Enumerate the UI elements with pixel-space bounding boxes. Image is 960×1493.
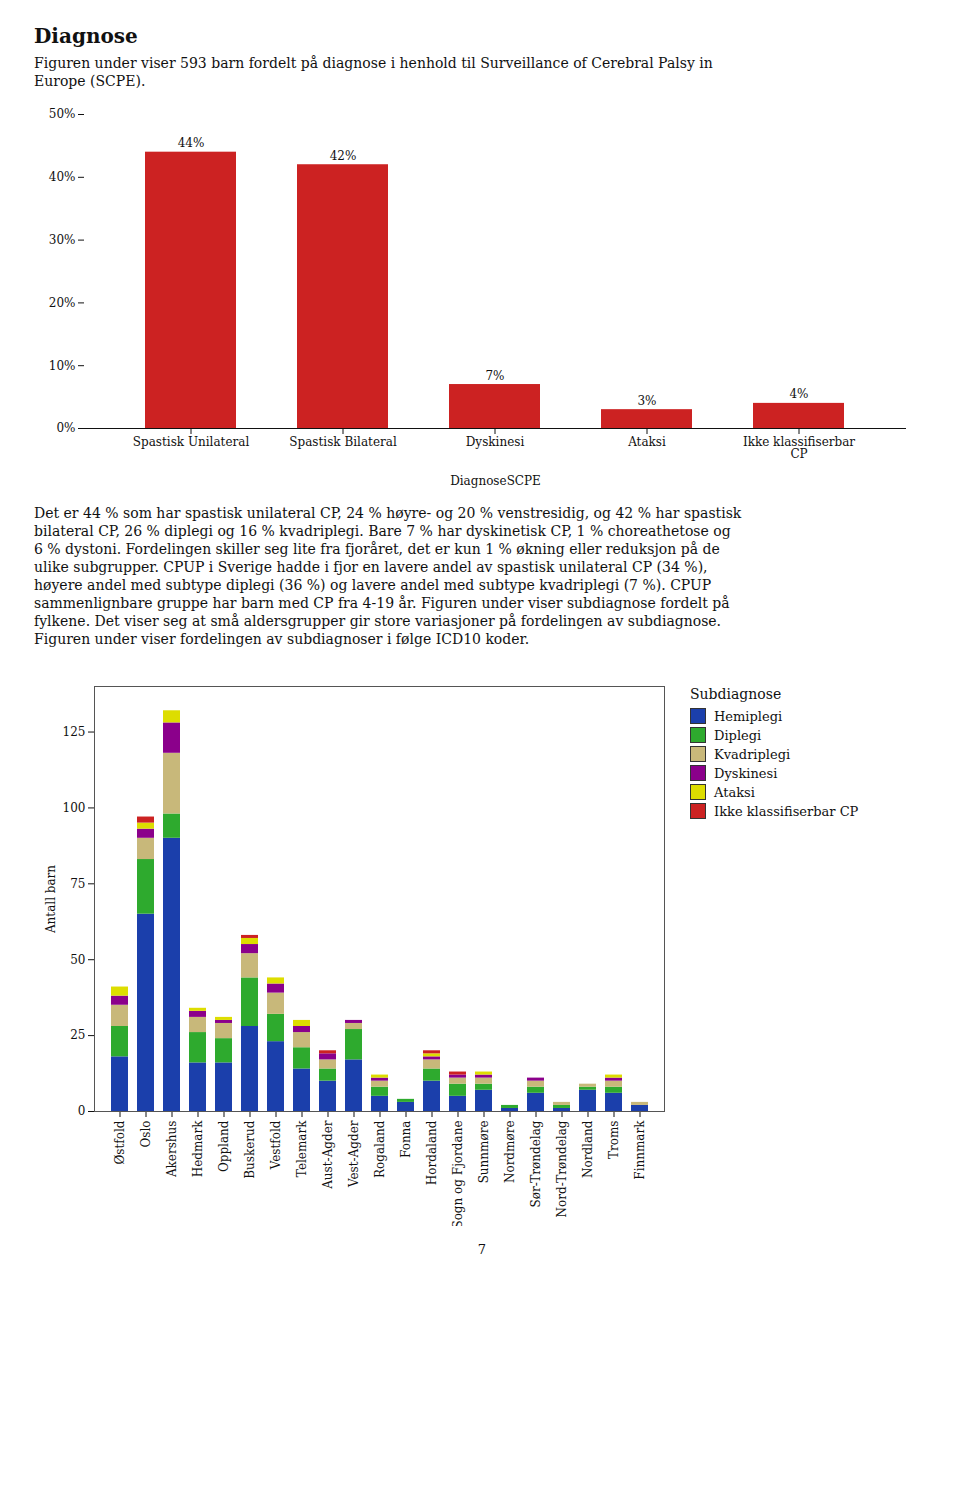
svg-text:Buskerud: Buskerud	[243, 1120, 257, 1179]
html-text:Kvadriplegi: Kvadriplegi	[714, 746, 791, 762]
html-text:fylkene. Det viser seg at små: fylkene. Det viser seg at små aldersgrup…	[34, 613, 722, 629]
html-text:sammenlignbare gruppe har barn: sammenlignbare gruppe har barn med CP fr…	[34, 595, 730, 611]
svg-text:125: 125	[63, 725, 86, 739]
svg-text:3%: 3%	[637, 394, 656, 408]
svg-text:42%: 42%	[330, 149, 357, 163]
svg-text:Spastisk Bilateral: Spastisk Bilateral	[289, 435, 397, 449]
html-text:Ataksi: Ataksi	[714, 784, 755, 800]
svg-text:Nordland: Nordland	[581, 1120, 595, 1178]
svg-text:75: 75	[70, 877, 85, 891]
svg-text:Sør-Trøndelag: Sør-Trøndelag	[529, 1120, 543, 1207]
html-text:Europe (SCPE).: Europe (SCPE).	[34, 73, 146, 89]
svg-text:10%: 10%	[49, 359, 76, 373]
svg-text:DiagnoseSCPE: DiagnoseSCPE	[450, 474, 541, 488]
svg-text:0%: 0%	[56, 421, 75, 435]
svg-text:50%: 50%	[49, 107, 76, 121]
html-text:Hemiplegi: Hemiplegi	[714, 708, 783, 724]
svg-text:Fonna: Fonna	[399, 1121, 413, 1159]
svg-text:20%: 20%	[49, 296, 76, 310]
svg-text:Ikke klassifiserbarCP: Ikke klassifiserbarCP	[743, 435, 855, 461]
svg-text:Vest-Agder: Vest-Agder	[347, 1120, 361, 1188]
svg-text:Vestfold: Vestfold	[269, 1120, 283, 1170]
svg-text:Hordaland: Hordaland	[425, 1120, 439, 1185]
svg-text:Akershus: Akershus	[165, 1121, 179, 1179]
html-text:Figuren under viser 593 barn f: Figuren under viser 593 barn fordelt på …	[34, 55, 713, 71]
svg-text:Hedmark: Hedmark	[191, 1120, 205, 1178]
svg-text:Oslo: Oslo	[139, 1121, 153, 1148]
svg-text:Sunnmøre: Sunnmøre	[477, 1121, 491, 1184]
svg-text:Oppland: Oppland	[217, 1120, 231, 1172]
svg-text:Antall barn: Antall barn	[44, 865, 58, 934]
svg-text:100: 100	[63, 801, 86, 815]
svg-text:7%: 7%	[485, 369, 504, 383]
svg-text:Nord-Trøndelag: Nord-Trøndelag	[555, 1120, 569, 1217]
svg-text:25: 25	[70, 1028, 85, 1042]
html-text:ulike subgrupper. CPUP i Sveri: ulike subgrupper. CPUP i Sverige hadde i…	[34, 559, 708, 575]
svg-text:Ataksi: Ataksi	[627, 435, 666, 449]
html-text:Diplegi: Diplegi	[714, 727, 762, 743]
svg-text:Sogn og Fjordane: Sogn og Fjordane	[451, 1121, 465, 1227]
svg-text:30%: 30%	[49, 233, 76, 247]
svg-text:4%: 4%	[789, 387, 808, 401]
svg-text:Spastisk Unilateral: Spastisk Unilateral	[133, 435, 250, 449]
svg-text:50: 50	[70, 953, 85, 967]
html-text:7: 7	[477, 1242, 487, 1257]
svg-text:Aust-Agder: Aust-Agder	[321, 1120, 335, 1190]
html-text:Ikke klassifiserbar CP: Ikke klassifiserbar CP	[714, 803, 859, 819]
svg-text:Troms: Troms	[607, 1121, 621, 1160]
svg-text:Dyskinesi: Dyskinesi	[466, 435, 525, 449]
svg-text:40%: 40%	[49, 170, 76, 184]
html-text:Diagnose: Diagnose	[34, 24, 138, 48]
svg-text:0: 0	[78, 1104, 86, 1118]
svg-text:Telemark: Telemark	[295, 1120, 309, 1177]
svg-text:44%: 44%	[178, 136, 205, 150]
svg-text:Finnmark: Finnmark	[633, 1120, 647, 1180]
html-text:Subdiagnose: Subdiagnose	[690, 686, 782, 702]
html-text:Det er 44 % som har spastisk u: Det er 44 % som har spastisk unilateral …	[34, 505, 742, 521]
html-text:bilateral CP, 26 % diplegi og: bilateral CP, 26 % diplegi og 16 % kvadr…	[34, 523, 731, 539]
html-text:6 % dystoni. Fordelingen skill: 6 % dystoni. Fordelingen skiller seg lit…	[34, 541, 720, 557]
svg-text:Nordmøre: Nordmøre	[503, 1121, 517, 1184]
html-text:høyere andel med subtype diple: høyere andel med subtype diplegi (36 %) …	[34, 577, 712, 593]
html-text:Figuren under viser fordelinge: Figuren under viser fordelingen av subdi…	[34, 631, 530, 647]
svg-text:Østfold: Østfold	[113, 1120, 127, 1164]
svg-text:Rogaland: Rogaland	[373, 1120, 387, 1178]
html-text:Dyskinesi: Dyskinesi	[714, 765, 778, 781]
